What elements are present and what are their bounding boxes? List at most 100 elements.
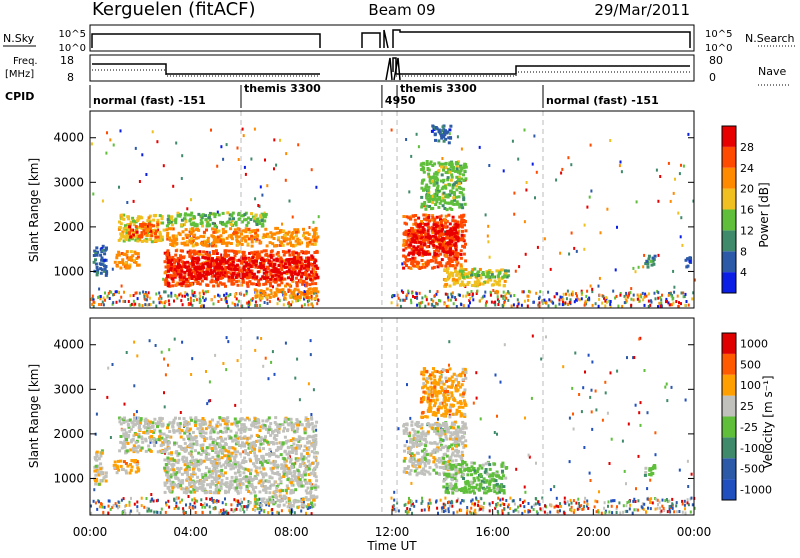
noise-cell bbox=[513, 192, 515, 195]
noise-cell bbox=[125, 504, 127, 507]
data-cell bbox=[453, 183, 456, 186]
data-cell bbox=[237, 284, 240, 287]
noise-cell bbox=[189, 506, 191, 509]
noise-cell bbox=[254, 509, 256, 512]
data-cell bbox=[447, 136, 450, 139]
noise-cell bbox=[222, 501, 224, 504]
noise-cell bbox=[259, 304, 261, 307]
noise-cell bbox=[661, 510, 663, 513]
data-cell bbox=[186, 261, 189, 264]
data-cell bbox=[431, 267, 434, 270]
noise-cell bbox=[625, 292, 627, 295]
noise-cell bbox=[310, 413, 312, 416]
data-cell bbox=[473, 268, 476, 271]
noise-cell bbox=[598, 511, 600, 514]
data-cell bbox=[149, 226, 152, 229]
noise-cell bbox=[536, 510, 538, 513]
noise-cell bbox=[104, 292, 106, 295]
data-cell bbox=[230, 234, 233, 237]
noise-cell bbox=[226, 300, 228, 303]
noise-cell bbox=[135, 292, 137, 295]
noise-cell bbox=[587, 503, 589, 506]
noise-cell bbox=[570, 298, 572, 301]
noise-cell bbox=[674, 178, 676, 181]
noise-cell bbox=[626, 510, 628, 513]
noise-cell bbox=[630, 298, 632, 301]
noise-cell bbox=[255, 301, 257, 304]
noise-cell bbox=[443, 302, 445, 305]
data-cell bbox=[177, 214, 180, 217]
noise-cell bbox=[163, 358, 165, 361]
noise-cell bbox=[300, 510, 302, 513]
noise-cell bbox=[502, 512, 504, 515]
data-cell bbox=[434, 229, 437, 232]
data-cell bbox=[300, 268, 303, 271]
data-cell bbox=[276, 232, 279, 235]
data-cell bbox=[286, 242, 289, 245]
data-cell bbox=[283, 254, 286, 257]
noise-cell bbox=[217, 211, 219, 214]
data-cell bbox=[265, 249, 268, 252]
noise-cell bbox=[209, 511, 211, 514]
noise-cell bbox=[165, 511, 167, 514]
data-cell bbox=[309, 278, 312, 281]
cpid-segment-label: normal (fast) -151 bbox=[93, 94, 206, 107]
data-cell bbox=[126, 442, 129, 445]
data-cell bbox=[236, 268, 239, 271]
noise-cell bbox=[183, 512, 185, 515]
noise-cell bbox=[178, 497, 180, 500]
noise-cell bbox=[680, 164, 682, 167]
noise-cell bbox=[603, 507, 605, 510]
noise-cell bbox=[581, 410, 583, 413]
data-cell bbox=[468, 281, 471, 284]
data-cell bbox=[222, 228, 225, 231]
data-cell bbox=[150, 430, 153, 433]
data-cell bbox=[455, 176, 458, 179]
data-cell bbox=[94, 483, 97, 486]
data-cell bbox=[444, 222, 447, 225]
noise-cell bbox=[416, 292, 418, 295]
noise-cell bbox=[630, 304, 632, 307]
data-cell bbox=[454, 220, 457, 223]
data-cell bbox=[227, 241, 230, 244]
data-cell bbox=[284, 251, 287, 254]
data-cell bbox=[452, 186, 455, 189]
data-cell bbox=[183, 261, 186, 264]
noise-cell bbox=[591, 288, 593, 291]
noise-cell bbox=[594, 505, 596, 508]
data-cell bbox=[440, 220, 443, 223]
noise-cell bbox=[225, 503, 227, 506]
noise-cell bbox=[524, 300, 526, 303]
noise-cell bbox=[448, 510, 450, 513]
noise-cell bbox=[210, 298, 212, 301]
data-cell bbox=[212, 483, 215, 486]
noise-cell bbox=[562, 365, 564, 368]
noise-cell bbox=[629, 504, 631, 507]
noise-cell bbox=[558, 303, 560, 306]
data-cell bbox=[426, 163, 429, 166]
noise-cell bbox=[598, 285, 600, 288]
data-cell bbox=[211, 271, 214, 274]
noise-cell bbox=[524, 491, 526, 494]
noise-cell bbox=[567, 500, 569, 503]
noise-cell bbox=[637, 509, 639, 512]
data-cell bbox=[243, 269, 246, 272]
data-cell bbox=[167, 462, 170, 465]
data-cell bbox=[129, 472, 132, 475]
data-cell bbox=[256, 253, 259, 256]
noise-cell bbox=[205, 290, 207, 293]
noise-cell bbox=[421, 509, 423, 512]
noise-cell bbox=[564, 512, 566, 515]
noise-cell bbox=[560, 505, 562, 508]
data-cell bbox=[103, 475, 106, 478]
noise-cell bbox=[527, 511, 529, 514]
noise-cell bbox=[677, 212, 679, 215]
data-cell bbox=[124, 253, 127, 256]
data-cell bbox=[238, 235, 241, 238]
data-cell bbox=[206, 245, 209, 248]
data-cell bbox=[125, 226, 128, 229]
noise-cell bbox=[209, 380, 211, 383]
data-cell bbox=[288, 238, 291, 241]
noise-cell bbox=[585, 295, 587, 298]
data-cell bbox=[447, 214, 450, 217]
